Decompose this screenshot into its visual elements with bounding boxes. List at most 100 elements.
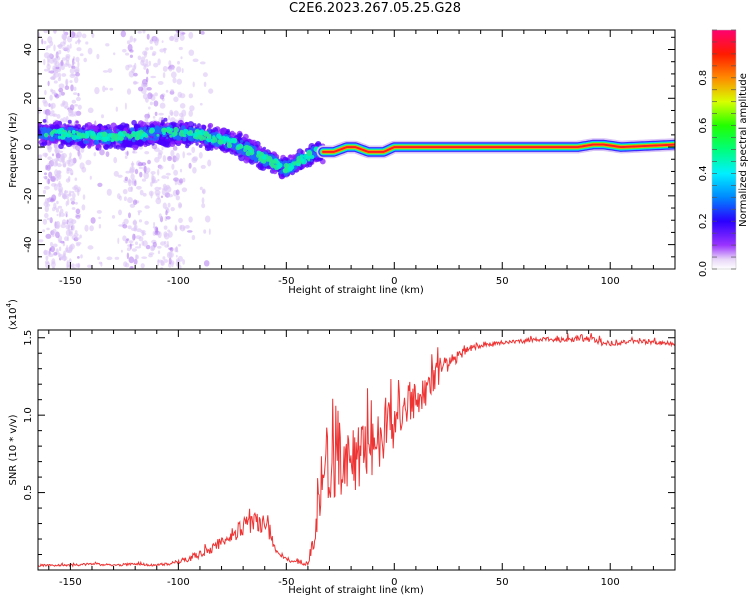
noise-speckle (122, 224, 128, 229)
spectrogram-frame (37, 29, 676, 270)
noise-speckle (76, 216, 80, 220)
noise-speckle (71, 200, 75, 205)
noise-speckle (169, 35, 174, 41)
noise-speckle (208, 228, 211, 235)
noise-speckle (78, 153, 82, 160)
noise-speckle (162, 256, 166, 260)
ridge-point (256, 150, 261, 155)
chart-title: C2E6.2023.267.05.25.G28 (288, 1, 462, 16)
noise-speckle (142, 30, 146, 34)
x-tick-label: 100 (601, 276, 620, 287)
noise-speckle (73, 86, 77, 92)
noise-speckle (179, 34, 185, 41)
noise-speckle (163, 225, 168, 230)
noise-speckle (132, 199, 138, 205)
noise-speckle (154, 189, 161, 196)
noise-speckle (135, 246, 141, 249)
x-tick-label: 0 (391, 276, 397, 287)
noise-speckle (55, 231, 60, 239)
noise-speckle (124, 239, 128, 244)
noise-speckle (60, 223, 66, 229)
noise-speckle (42, 218, 48, 225)
noise-speckle (102, 70, 109, 73)
noise-speckle (79, 53, 84, 57)
noise-speckle (114, 256, 120, 260)
noise-speckle (132, 233, 136, 241)
noise-speckle (70, 190, 75, 194)
noise-speckle (47, 253, 54, 258)
ridge-point (179, 129, 184, 134)
ridge-point (83, 139, 88, 144)
noise-speckle (53, 183, 58, 191)
noise-speckle (158, 112, 164, 116)
noise-speckle (49, 70, 55, 74)
noise-speckle (146, 87, 152, 91)
noise-speckle (126, 88, 132, 95)
noise-speckle (176, 78, 182, 85)
noise-speckle (173, 96, 179, 103)
noise-speckle (178, 112, 184, 117)
noise-speckle (85, 159, 92, 166)
noise-speckle (60, 240, 65, 244)
noise-speckle (74, 104, 79, 107)
noise-speckle (91, 32, 95, 39)
noise-speckle (97, 256, 100, 261)
colorbar: 0.0 0.2 0.4 0.6 0.8 Normalized spectral ampl… (698, 29, 749, 277)
noise-speckle (154, 92, 158, 97)
noise-speckle (63, 253, 66, 258)
noise-speckle (71, 99, 77, 104)
ridge-point (105, 124, 111, 130)
noise-speckle (70, 197, 76, 202)
noise-speckle (165, 216, 171, 220)
noise-speckle (148, 60, 151, 67)
snr-x-axis-label: Height of straight line (km) (288, 585, 424, 596)
noise-speckle (43, 52, 50, 59)
noise-speckle (155, 197, 162, 205)
noise-speckle (153, 36, 157, 44)
noise-speckle (135, 254, 139, 260)
noise-speckle (143, 51, 147, 58)
noise-speckle (53, 44, 56, 52)
noise-speckle (174, 224, 177, 231)
noise-speckle (57, 170, 61, 174)
noise-speckle (60, 91, 65, 96)
noise-speckle (74, 201, 78, 205)
noise-speckle (98, 224, 102, 229)
ridge-point (66, 138, 71, 143)
ridge-point (240, 139, 244, 143)
noise-speckle (71, 65, 76, 69)
noise-speckle (69, 43, 72, 49)
ridge-point (71, 134, 78, 141)
noise-speckle (138, 243, 142, 247)
x-tick-label: -150 (59, 577, 82, 588)
noise-speckle (170, 111, 174, 117)
noise-speckle (100, 261, 103, 267)
ridge-point (299, 154, 304, 159)
noise-speckle (66, 262, 70, 268)
x-tick-label: 0 (391, 577, 397, 588)
snr-y-scale-annotation: (x104) (5, 299, 19, 330)
noise-speckle (192, 167, 197, 174)
noise-speckle (105, 151, 110, 158)
noise-speckle (70, 84, 74, 92)
noise-speckle (43, 40, 47, 45)
noise-speckle (191, 234, 196, 241)
noise-speckle (167, 155, 173, 162)
ridge-band (322, 143, 675, 153)
noise-speckle (168, 60, 172, 66)
ridge-point (122, 134, 126, 138)
ridge-point (132, 130, 136, 134)
noise-speckle (168, 247, 173, 250)
ridge-point (96, 132, 103, 138)
ridge-point (169, 134, 173, 138)
ridge-point (198, 130, 202, 134)
y-tick-label: 40 (23, 43, 34, 56)
ridge-point (166, 136, 169, 140)
noise-speckle (127, 179, 132, 187)
ridge-point (66, 133, 71, 138)
noise-speckle (199, 186, 203, 191)
noise-speckle (69, 68, 75, 74)
ridge-point (193, 123, 197, 127)
noise-speckle (143, 66, 147, 70)
